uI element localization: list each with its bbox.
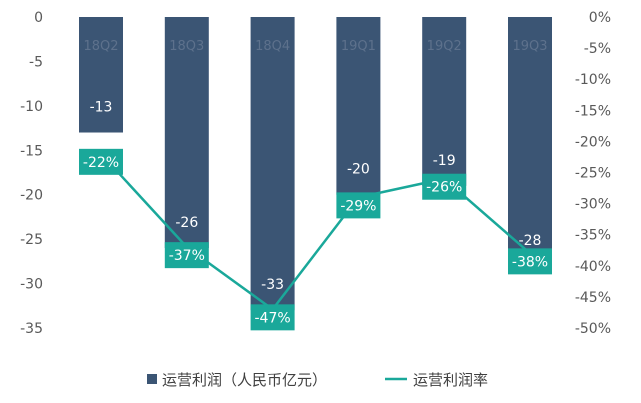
left-axis: 0 -5 -10 -15 -20 -25 -30 -35 (20, 10, 43, 337)
left-tick-label: -25 (20, 232, 43, 248)
category-label: 18Q3 (169, 39, 204, 54)
line-data-label-box (79, 148, 123, 175)
line-data-label: -22% (83, 155, 119, 171)
bar-data-label: -28 (519, 233, 542, 249)
right-tick-label: 0% (589, 10, 611, 26)
right-tick-label: -10% (575, 72, 611, 88)
bar (422, 17, 467, 186)
line-data-label-box (250, 304, 295, 331)
left-tick-label: -35 (20, 321, 43, 337)
left-tick-label: -20 (20, 188, 43, 204)
line-data-label-box (336, 192, 381, 219)
bar-data-label: -19 (433, 153, 456, 169)
right-tick-label: -5% (584, 41, 611, 57)
right-tick-label: -40% (575, 259, 611, 275)
right-tick-label: -15% (575, 103, 611, 119)
right-tick-label: -20% (575, 134, 611, 150)
line-data-label: -38% (512, 254, 548, 270)
right-tick-label: -50% (575, 321, 611, 337)
line-data-label: -26% (426, 180, 462, 196)
left-tick-label: 0 (34, 10, 43, 26)
legend: 运营利润（人民币亿元） 运营利润率 (147, 371, 488, 389)
legend-swatch-bar (147, 374, 157, 384)
left-tick-label: -30 (20, 277, 43, 293)
line-data-labels: -22% -37% -47% -29% -26% -38% (79, 148, 552, 331)
category-label: 19Q1 (341, 39, 376, 54)
category-label: 18Q2 (83, 39, 118, 54)
right-tick-label: -25% (575, 166, 611, 182)
category-label: 19Q3 (512, 39, 547, 54)
bar-data-label: -13 (90, 100, 113, 116)
line-data-label: -29% (340, 198, 376, 214)
left-tick-label: -5 (29, 54, 43, 70)
bar-series (79, 17, 552, 311)
bar-data-label: -26 (175, 215, 198, 231)
bar (164, 17, 209, 249)
right-tick-label: -45% (575, 290, 611, 306)
bar (336, 17, 381, 195)
bar (79, 17, 123, 133)
right-tick-label: -30% (575, 197, 611, 213)
right-axis: 0% -5% -10% -15% -20% -25% -30% -35% -40% -45% -50… (575, 10, 611, 337)
legend-label-line: 运营利润率 (413, 371, 488, 389)
bar (508, 17, 552, 266)
bar (250, 17, 295, 311)
line-data-label-box (164, 242, 209, 269)
line-data-label-box (422, 173, 467, 200)
line-data-label-box (508, 248, 552, 275)
bar-data-label: -33 (261, 277, 284, 293)
left-tick-label: -10 (20, 99, 43, 115)
bar-data-labels: -13 -26 -33 -20 -19 -28 (90, 100, 542, 294)
line-data-label: -47% (255, 310, 291, 326)
category-labels: 18Q2 18Q3 18Q4 19Q1 19Q2 19Q3 (83, 39, 547, 54)
category-label: 18Q4 (255, 39, 290, 54)
right-tick-label: -35% (575, 228, 611, 244)
legend-label-bar: 运营利润（人民币亿元） (162, 371, 327, 389)
category-label: 19Q2 (427, 39, 462, 54)
line-data-label: -37% (169, 248, 205, 264)
left-tick-label: -15 (20, 143, 43, 159)
bar-data-label: -20 (347, 162, 370, 178)
